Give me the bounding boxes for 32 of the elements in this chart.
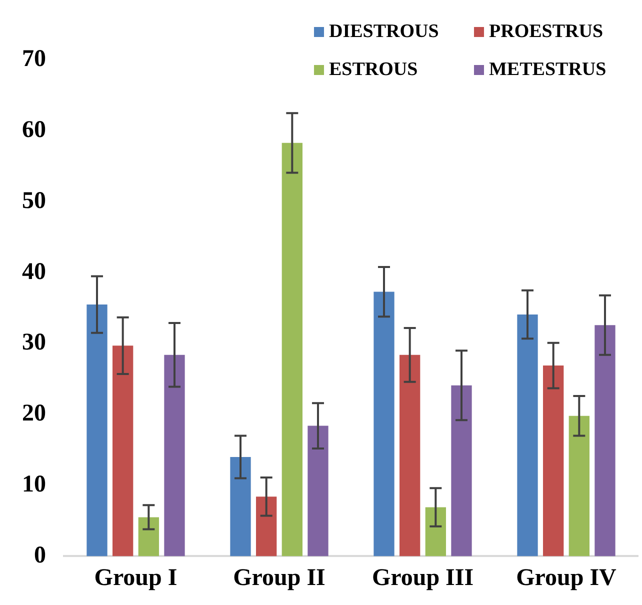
bar: [112, 346, 134, 556]
y-tick-label: 10: [22, 472, 46, 498]
bar: [594, 325, 616, 556]
bar: [282, 142, 302, 556]
bar: [400, 354, 420, 556]
bar: [256, 496, 277, 556]
bar: [543, 366, 564, 556]
y-tick-label: 20: [22, 400, 46, 427]
legend-label: ESTROUS: [329, 58, 418, 80]
bar: [138, 517, 159, 556]
legend-label: PROESTRUS: [489, 20, 604, 42]
bar: [425, 507, 446, 556]
x-tick-label: Group II: [233, 564, 326, 591]
x-tick-label: Group I: [94, 564, 178, 591]
y-tick-label: 70: [22, 46, 46, 72]
legend-label: DIESTROUS: [329, 20, 439, 42]
bar: [230, 456, 251, 556]
y-tick-label: 0: [34, 542, 46, 568]
y-tick-label: 60: [22, 117, 46, 144]
bar: [86, 304, 108, 556]
x-tick-label: Group IV: [516, 564, 618, 591]
y-tick-label: 50: [22, 188, 46, 214]
y-tick-label: 30: [22, 330, 46, 356]
bar: [451, 385, 472, 556]
bar: [517, 314, 538, 556]
bar: [374, 292, 394, 556]
legend-label: METESTRUS: [489, 58, 606, 80]
bar: [568, 416, 590, 556]
y-tick-label: 40: [22, 258, 46, 285]
x-tick-label: Group III: [372, 564, 474, 591]
bar: [164, 354, 185, 556]
bar: [308, 426, 328, 556]
